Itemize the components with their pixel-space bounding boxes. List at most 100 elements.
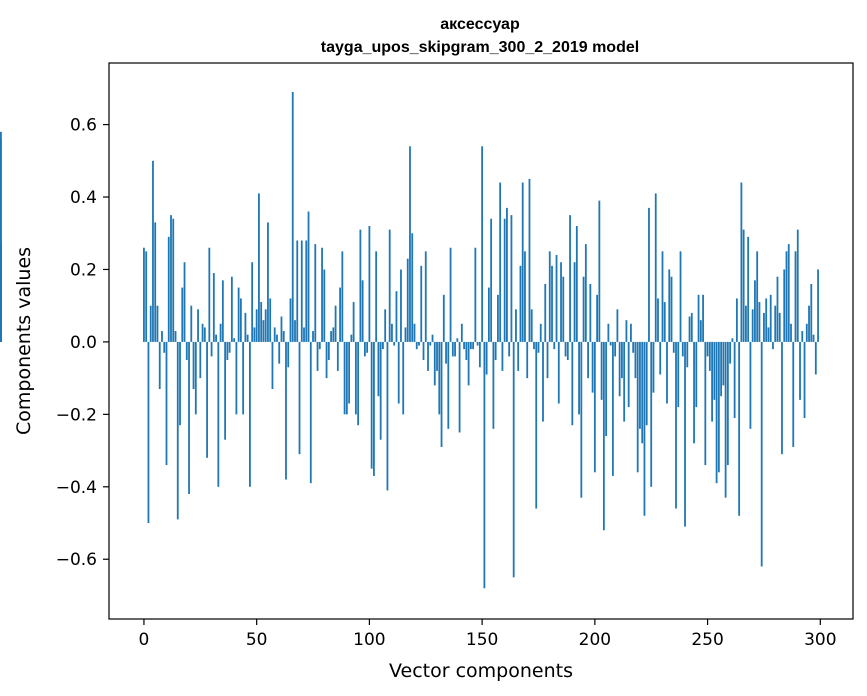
bar-204 bbox=[602, 341, 605, 531]
bar-200 bbox=[593, 341, 596, 473]
bar-229 bbox=[659, 341, 662, 375]
bar-232 bbox=[666, 341, 668, 404]
bar-207 bbox=[609, 341, 612, 346]
bar-70 bbox=[300, 240, 303, 342]
bar-283 bbox=[781, 341, 783, 455]
bar-274 bbox=[760, 341, 763, 567]
bar-19 bbox=[185, 341, 188, 361]
bar-83 bbox=[330, 331, 332, 342]
bar-198 bbox=[589, 283, 592, 342]
bar-104 bbox=[377, 341, 380, 397]
bar-188 bbox=[566, 341, 569, 361]
bar-179 bbox=[546, 341, 549, 379]
bar-145 bbox=[469, 341, 472, 350]
bar-216 bbox=[630, 323, 632, 342]
bar-42 bbox=[237, 287, 240, 342]
bar-266 bbox=[742, 229, 745, 342]
bar-265 bbox=[740, 182, 743, 342]
bar-203 bbox=[600, 341, 603, 400]
bar-241 bbox=[686, 341, 689, 368]
bar-205 bbox=[605, 341, 608, 437]
bar-3 bbox=[149, 305, 152, 342]
bar-280 bbox=[774, 305, 777, 342]
bar-62 bbox=[282, 331, 285, 342]
y-tick-label: 0.0 bbox=[70, 333, 97, 353]
bar-125 bbox=[424, 251, 427, 342]
bar-240 bbox=[684, 341, 686, 527]
bar-260 bbox=[729, 341, 732, 364]
bar-293 bbox=[803, 341, 806, 418]
bar-150 bbox=[481, 146, 484, 342]
bar-41 bbox=[235, 341, 238, 415]
bar-undefined bbox=[0, 131, 2, 342]
bar-231 bbox=[663, 302, 666, 342]
bar-259 bbox=[726, 341, 729, 466]
bar-224 bbox=[648, 207, 650, 342]
bar-146 bbox=[472, 341, 475, 350]
bar-157 bbox=[497, 294, 499, 342]
bar-0 bbox=[143, 247, 145, 342]
bar-292 bbox=[801, 331, 804, 342]
bar-6 bbox=[156, 305, 159, 342]
y-tick-label: −0.4 bbox=[56, 478, 97, 498]
bar-127 bbox=[429, 341, 432, 346]
bar-163 bbox=[510, 215, 513, 342]
bar-87 bbox=[339, 287, 341, 342]
bar-201 bbox=[596, 294, 599, 342]
y-axis-ticks: −0.6 −0.4 −0.2 0.0 0.2 0.4 0.6 bbox=[56, 116, 109, 570]
bar-122 bbox=[418, 341, 420, 346]
bar-27 bbox=[203, 327, 206, 342]
bar-13 bbox=[172, 218, 175, 342]
bar-276 bbox=[765, 298, 768, 342]
bar-80 bbox=[323, 269, 326, 342]
bar-298 bbox=[814, 341, 817, 375]
bar-132 bbox=[440, 341, 443, 447]
bar-239 bbox=[681, 341, 684, 357]
bar-46 bbox=[246, 334, 249, 342]
bar-171 bbox=[528, 178, 531, 342]
bar-105 bbox=[379, 341, 382, 440]
bar-142 bbox=[463, 341, 465, 350]
bar-undefined bbox=[0, 294, 2, 342]
bar-69 bbox=[298, 341, 301, 455]
bar-21 bbox=[190, 305, 193, 342]
bar-270 bbox=[751, 309, 754, 342]
y-tick-label: 0.4 bbox=[70, 188, 97, 208]
bar-227 bbox=[654, 193, 657, 342]
bar-233 bbox=[668, 269, 671, 342]
bar-248 bbox=[702, 294, 704, 342]
bar-221 bbox=[641, 341, 644, 444]
bar-269 bbox=[749, 341, 752, 429]
bar-155 bbox=[492, 341, 495, 429]
bar-91 bbox=[348, 341, 351, 404]
chart-subtitle: tayga_upos_skipgram_300_2_2019 model bbox=[321, 39, 639, 56]
bar-43 bbox=[239, 298, 242, 342]
bar-53 bbox=[262, 320, 265, 342]
bar-182 bbox=[553, 341, 556, 350]
bar-169 bbox=[524, 251, 526, 342]
bar-273 bbox=[758, 302, 761, 342]
bar-79 bbox=[321, 247, 323, 342]
bar-246 bbox=[697, 294, 700, 342]
bar-236 bbox=[675, 341, 677, 509]
bar-158 bbox=[499, 182, 502, 342]
bar-219 bbox=[636, 341, 639, 473]
bar-35 bbox=[221, 280, 224, 342]
bar-74 bbox=[309, 341, 312, 484]
bar-279 bbox=[772, 341, 774, 350]
bar-108 bbox=[386, 341, 389, 491]
bar-183 bbox=[555, 254, 558, 342]
bar-191 bbox=[573, 262, 576, 342]
bar-156 bbox=[494, 341, 497, 361]
bar-37 bbox=[226, 341, 229, 361]
bar-223 bbox=[645, 341, 648, 426]
bar-86 bbox=[336, 341, 339, 371]
x-tick-label: 50 bbox=[246, 630, 268, 650]
bar-64 bbox=[287, 341, 290, 368]
y-tick-label: −0.2 bbox=[56, 405, 97, 425]
bar-59 bbox=[276, 334, 278, 342]
bar-17 bbox=[181, 287, 184, 342]
bar-175 bbox=[537, 341, 540, 353]
bar-54 bbox=[264, 309, 267, 342]
bar-226 bbox=[652, 341, 655, 393]
